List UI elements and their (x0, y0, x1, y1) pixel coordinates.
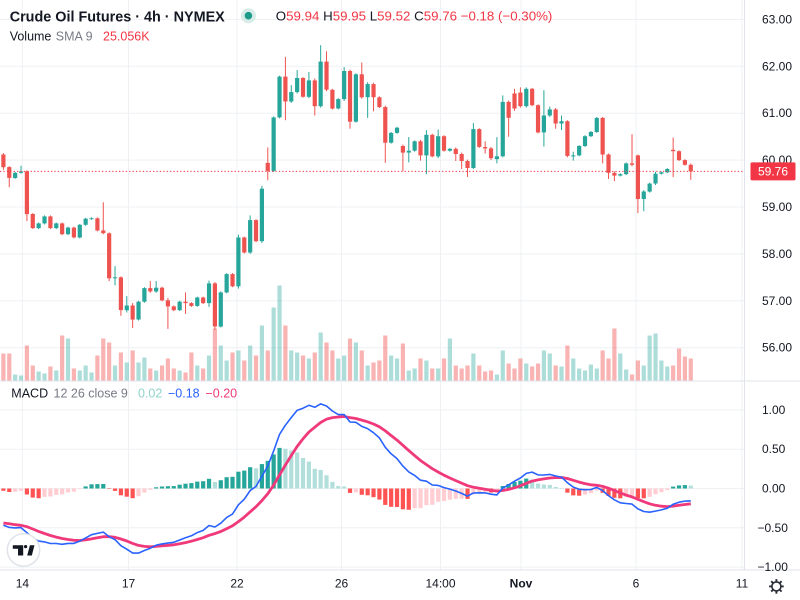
svg-text:61.00: 61.00 (762, 106, 792, 120)
svg-text:56.00: 56.00 (762, 341, 792, 355)
svg-text:0.02: 0.02 (138, 387, 162, 401)
svg-text:11: 11 (736, 577, 749, 591)
svg-text:26: 26 (335, 577, 349, 591)
svg-text:SMA 9: SMA 9 (56, 30, 93, 44)
svg-text:22: 22 (230, 577, 244, 591)
svg-text:−1.00: −1.00 (758, 560, 789, 574)
svg-text:62.00: 62.00 (762, 59, 792, 73)
svg-text:17: 17 (122, 577, 136, 591)
svg-text:14: 14 (16, 577, 30, 591)
svg-text:−0.18: −0.18 (168, 387, 200, 401)
svg-text:14:00: 14:00 (425, 577, 455, 591)
svg-text:MACD: MACD (11, 387, 48, 401)
svg-text:O59.94 H59.95 L59.52 C59.76 −0: O59.94 H59.95 L59.52 C59.76 −0.18 (−0.30… (276, 9, 553, 24)
svg-text:59.00: 59.00 (762, 200, 792, 214)
svg-text:6: 6 (633, 577, 640, 591)
svg-text:63.00: 63.00 (762, 12, 792, 26)
svg-text:59.76: 59.76 (758, 165, 788, 179)
svg-text:Nov: Nov (510, 577, 533, 591)
svg-text:25.056K: 25.056K (103, 30, 150, 44)
svg-text:Volume: Volume (10, 30, 52, 44)
svg-text:Crude Oil Futures · 4h · NYMEX: Crude Oil Futures · 4h · NYMEX (10, 10, 225, 26)
svg-text:12 26 close 9: 12 26 close 9 (54, 387, 128, 401)
svg-text:1.00: 1.00 (762, 403, 786, 417)
svg-text:−0.50: −0.50 (758, 521, 789, 535)
svg-text:57.00: 57.00 (762, 294, 792, 308)
svg-text:−0.20: −0.20 (206, 387, 238, 401)
svg-text:0.50: 0.50 (762, 442, 786, 456)
svg-text:58.00: 58.00 (762, 247, 792, 261)
svg-text:0.00: 0.00 (762, 482, 786, 496)
